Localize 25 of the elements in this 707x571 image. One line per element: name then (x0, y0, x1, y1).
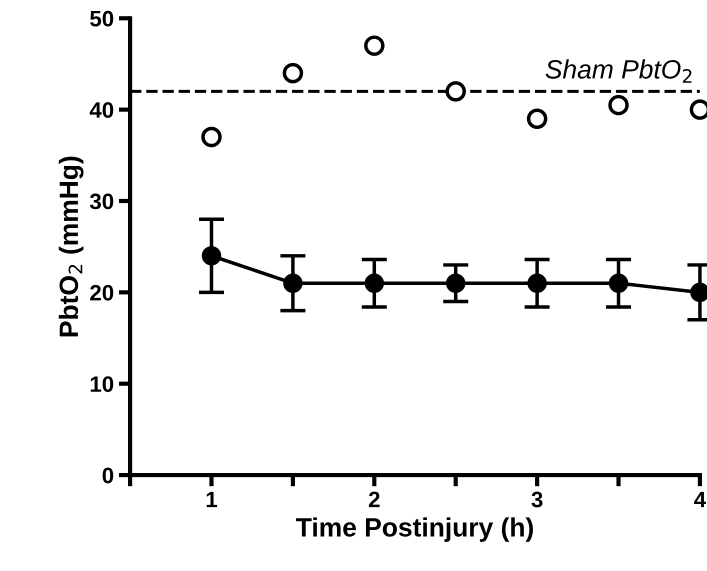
point (364, 273, 384, 293)
point (282, 62, 304, 84)
x-tick-label: 1 (206, 492, 218, 508)
point (445, 81, 466, 102)
x-axis-title: Time Postinjury (h) (296, 517, 533, 542)
ref-line-label: Sham PbtO$_{2}$ (546, 59, 692, 83)
y-tick-label: 0 (102, 468, 114, 484)
point (526, 108, 548, 130)
y-axis-title: PbtO$_{2}$ (mmHg) (58, 156, 84, 336)
point (608, 273, 628, 293)
x-tick-label: 4 (694, 492, 706, 508)
y-tick-label: 10 (90, 376, 114, 392)
y-tick-label: 40 (90, 102, 114, 118)
y-tick-label: 50 (90, 10, 114, 27)
y-tick-label: 20 (90, 284, 114, 301)
x-tick-label: 2 (368, 492, 380, 508)
x-tick-label: 3 (531, 492, 542, 508)
point (201, 126, 222, 148)
point (202, 246, 222, 266)
point (608, 94, 629, 116)
point (527, 273, 547, 293)
point (283, 273, 303, 293)
y-tick-label: 30 (90, 194, 114, 210)
point (364, 35, 385, 56)
point (446, 273, 466, 293)
